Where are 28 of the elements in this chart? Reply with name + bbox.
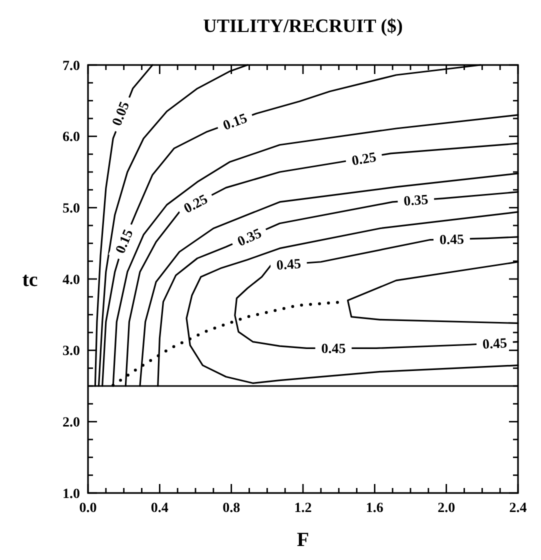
y-tick-label: 2.0 [62, 416, 80, 431]
chart-title: UTILITY/RECRUIT ($) [203, 16, 403, 37]
annotation: 0.35 [403, 192, 429, 210]
y-tick-label: 4.0 [62, 272, 80, 288]
annotation: 0.35 [236, 226, 264, 250]
annotation: 0.15 [221, 111, 250, 134]
x-tick-label: 0.8 [222, 501, 240, 516]
annotation: 0.15 [113, 228, 137, 256]
annotation: 0.45 [482, 336, 508, 353]
x-axis-title: F [296, 529, 310, 551]
annotation: 0.45 [439, 232, 464, 248]
y-axis-title: tc [22, 269, 38, 291]
annotation: 0.25 [350, 150, 378, 170]
x-tick-label: 2.4 [509, 501, 527, 516]
x-tick-label: 1.2 [294, 501, 312, 516]
x-tick-label: 1.6 [366, 501, 384, 516]
y-tick-label: 5.0 [62, 202, 80, 217]
annotation: 0.25 [182, 192, 210, 217]
annotation: 0.45 [276, 257, 302, 274]
annotation: 0.05 [110, 100, 134, 128]
y-tick-label: 6.0 [62, 130, 80, 146]
y-tick-label: 7.0 [62, 58, 80, 74]
annotation: 0.45 [321, 342, 346, 358]
x-tick-label: 2.0 [438, 501, 456, 516]
y-tick-label: 1.0 [62, 486, 80, 502]
y-tick-label: 3.0 [62, 344, 80, 360]
x-tick-label: 0.4 [150, 501, 168, 516]
x-tick-label: 0.0 [79, 501, 97, 516]
